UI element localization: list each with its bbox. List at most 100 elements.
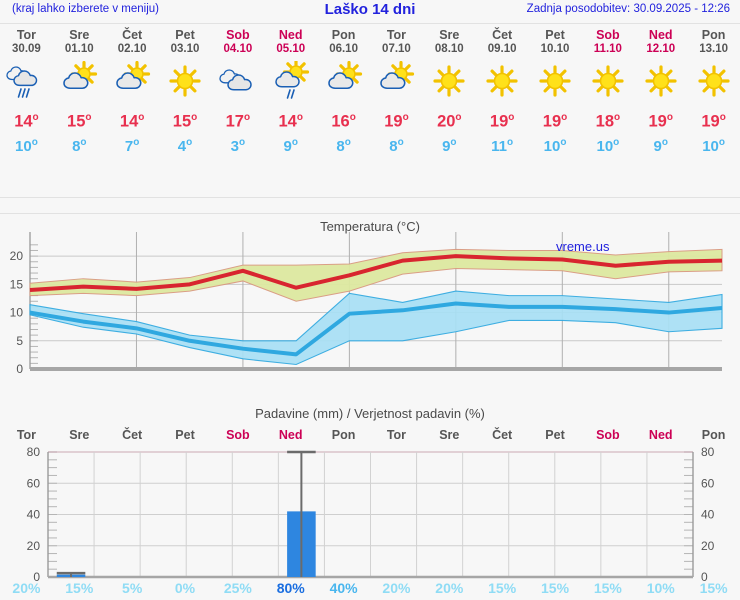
daily-forecast-strip: Tor 30.09 14o 10o Sre 01.10 15o 8o Čet 02.10 14o 7o…: [0, 26, 740, 186]
day-of-week-label: Tor: [386, 28, 407, 42]
degree-symbol: o: [191, 112, 198, 123]
day-column[interactable]: Pet 03.10 15o 4o: [159, 26, 212, 186]
day-date-label: 01.10: [64, 43, 94, 55]
day-date-label: 06.10: [329, 43, 358, 55]
svg-text:60: 60: [701, 476, 715, 490]
day-date-label: 09.10: [487, 43, 517, 55]
day-of-week-label: Pon: [701, 28, 726, 42]
day-of-week-label: Ned: [648, 28, 673, 42]
precipitation-probability: 15%: [699, 580, 728, 596]
page-title: Laško 14 dni: [324, 1, 416, 18]
weather-icon-wrap: [268, 58, 314, 101]
day-column[interactable]: Sob 04.10 17o 3o: [211, 26, 264, 186]
header-divider: [0, 23, 740, 24]
day-column[interactable]: Sob 11.10 18o 10o: [581, 26, 634, 186]
degree-symbol: o: [186, 136, 193, 148]
day-date-label: 08.10: [434, 43, 464, 55]
day-column[interactable]: Čet 02.10 14o 7o: [106, 26, 159, 186]
day-of-week-label: Čet: [122, 28, 143, 42]
day-column[interactable]: Pon 06.10 16o 8o: [317, 26, 370, 186]
day-column[interactable]: Sre 08.10 20o 9o: [423, 26, 476, 186]
max-temperature: 15o: [67, 112, 92, 131]
min-temperature: 10o: [596, 136, 620, 155]
precipitation-probability: 10%: [646, 580, 675, 596]
degree-symbol: o: [561, 112, 568, 123]
day-of-week-label: Ned: [278, 28, 303, 42]
precipitation-probability: 15%: [593, 580, 622, 596]
min-temperature: 10o: [543, 136, 567, 155]
weather-icon-wrap: [691, 61, 737, 101]
max-temperature: 19o: [701, 112, 726, 131]
strip-divider-top: [0, 197, 740, 198]
degree-symbol: o: [296, 112, 303, 123]
precipitation-day-label: Ned: [648, 428, 673, 442]
min-temperature: 9o: [283, 136, 298, 155]
min-temperature: 10o: [15, 136, 38, 155]
svg-text:80: 80: [27, 446, 41, 459]
cloudy-icon: [219, 69, 252, 91]
min-temperature: 4o: [177, 136, 193, 155]
weather-icon-wrap: [3, 61, 49, 101]
svg-text:20: 20: [10, 249, 24, 263]
watermark-label: vreme.us: [556, 239, 610, 254]
degree-symbol: o: [32, 112, 39, 123]
svg-text:0: 0: [16, 362, 23, 376]
svg-text:15: 15: [10, 277, 24, 291]
day-column[interactable]: Ned 12.10 19o 9o: [634, 26, 687, 186]
svg-text:40: 40: [27, 508, 41, 522]
max-temperature: 14o: [278, 112, 303, 131]
precipitation-probability: 0%: [174, 580, 196, 596]
degree-symbol: o: [133, 136, 140, 148]
max-temperature: 20o: [437, 112, 462, 131]
max-temperature: 18o: [595, 112, 621, 131]
day-column[interactable]: Tor 07.10 19o 8o: [370, 26, 423, 186]
last-updated-text: Zadnja posodobitev: 30.09.2025 - 12:26: [526, 3, 730, 15]
min-temperature: 9o: [653, 136, 668, 155]
day-column[interactable]: Tor 30.09 14o 10o: [0, 26, 53, 186]
precipitation-day-label: Čet: [122, 428, 143, 442]
page-header: (kraj lahko izberete v meniju) Laško 14 …: [0, 0, 740, 22]
precipitation-day-labels: Tor Sre Čet Pet Sob Ned Pon Tor Sre Čet Pet Sob Ned P…: [0, 428, 740, 446]
svg-text:0: 0: [33, 570, 40, 584]
precipitation-day-label: Sob: [596, 428, 620, 442]
degree-symbol: o: [719, 112, 726, 123]
precipitation-day-label: Pet: [545, 428, 565, 442]
min-temperature: 9o: [442, 136, 457, 155]
min-temperature: 10o: [702, 136, 725, 155]
precipitation-day-label: Tor: [16, 428, 37, 442]
partly-cloudy-icon: [380, 60, 415, 89]
menu-hint-text: (kraj lahko izberete v meniju): [12, 3, 160, 15]
day-date-label: 30.09: [12, 43, 41, 55]
weather-icon-wrap: [426, 61, 472, 101]
day-column[interactable]: Pet 10.10 19o 10o: [529, 26, 582, 186]
temperature-chart-title: Temperatura (°C): [320, 219, 420, 234]
day-column[interactable]: Pon 13.10 19o 10o: [687, 26, 740, 186]
sun-rain-icon: [274, 58, 309, 99]
degree-symbol: o: [614, 112, 621, 123]
precipitation-probability: 15%: [488, 580, 517, 596]
degree-symbol: o: [85, 112, 92, 123]
max-temperature: 19o: [542, 112, 568, 131]
degree-symbol: o: [344, 136, 351, 148]
sun-icon: [486, 65, 518, 97]
day-column[interactable]: Čet 09.10 19o 11o: [476, 26, 529, 186]
degree-symbol: o: [80, 136, 87, 148]
precipitation-day-label: Pet: [175, 428, 195, 442]
min-temperature: 8o: [72, 136, 87, 155]
precipitation-probability: 40%: [329, 580, 358, 596]
day-column[interactable]: Sre 01.10 15o 8o: [53, 26, 106, 186]
degree-symbol: o: [31, 136, 38, 148]
precipitation-probability: 20%: [382, 580, 411, 596]
sun-icon: [697, 65, 730, 97]
degree-symbol: o: [243, 112, 251, 123]
degree-symbol: o: [661, 136, 668, 148]
sun-icon: [539, 65, 571, 97]
precipitation-chart-title: Padavine (mm) / Verjetnost padavin (%): [255, 406, 485, 421]
min-temperature: 8o: [389, 136, 404, 155]
precipitation-day-label: Čet: [492, 428, 513, 442]
day-column[interactable]: Ned 05.10 14o 9o: [264, 26, 317, 186]
weather-icon-wrap: [585, 61, 631, 101]
day-date-label: 04.10: [223, 43, 253, 55]
rain-icon: [6, 66, 38, 98]
day-of-week-label: Pon: [331, 28, 356, 42]
